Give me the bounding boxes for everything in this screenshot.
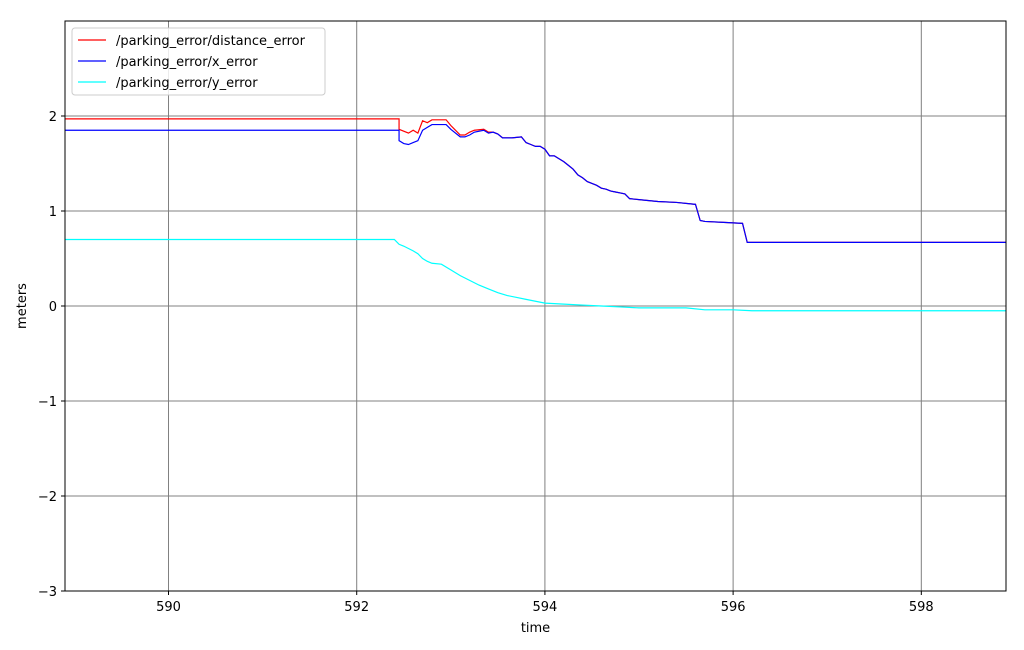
series-group (65, 118, 1006, 312)
series-line-2 (65, 123, 1006, 243)
x-axis: 590 592 594 596 598 (156, 591, 934, 615)
x-tick-label: 598 (909, 600, 934, 615)
y-tick-label: 0 (49, 300, 57, 315)
y-tick-label: 1 (49, 205, 57, 220)
x-tick-label: 596 (721, 600, 746, 615)
x-axis-label: time (521, 621, 550, 636)
y-axis-label: meters (15, 283, 30, 329)
y-tick-label: −3 (38, 585, 57, 600)
x-tick-label: 594 (532, 600, 557, 615)
y-tick-label: 2 (49, 110, 57, 125)
x-tick-label: 590 (156, 600, 181, 615)
legend-entry-label: /parking_error/y_error (116, 76, 258, 91)
legend: /parking_error/distance_error/parking_er… (71, 27, 326, 96)
legend-box (71, 27, 326, 96)
x-tick-label: 592 (344, 600, 369, 615)
y-tick-label: −1 (38, 395, 57, 410)
y-tick-label: −2 (38, 490, 57, 505)
legend-entry-label: /parking_error/distance_error (116, 34, 306, 49)
legend-entry-label: /parking_error/x_error (116, 55, 258, 70)
series-line-3 (65, 238, 1006, 312)
y-axis: −3 −2 −1 0 1 2 (38, 110, 65, 600)
